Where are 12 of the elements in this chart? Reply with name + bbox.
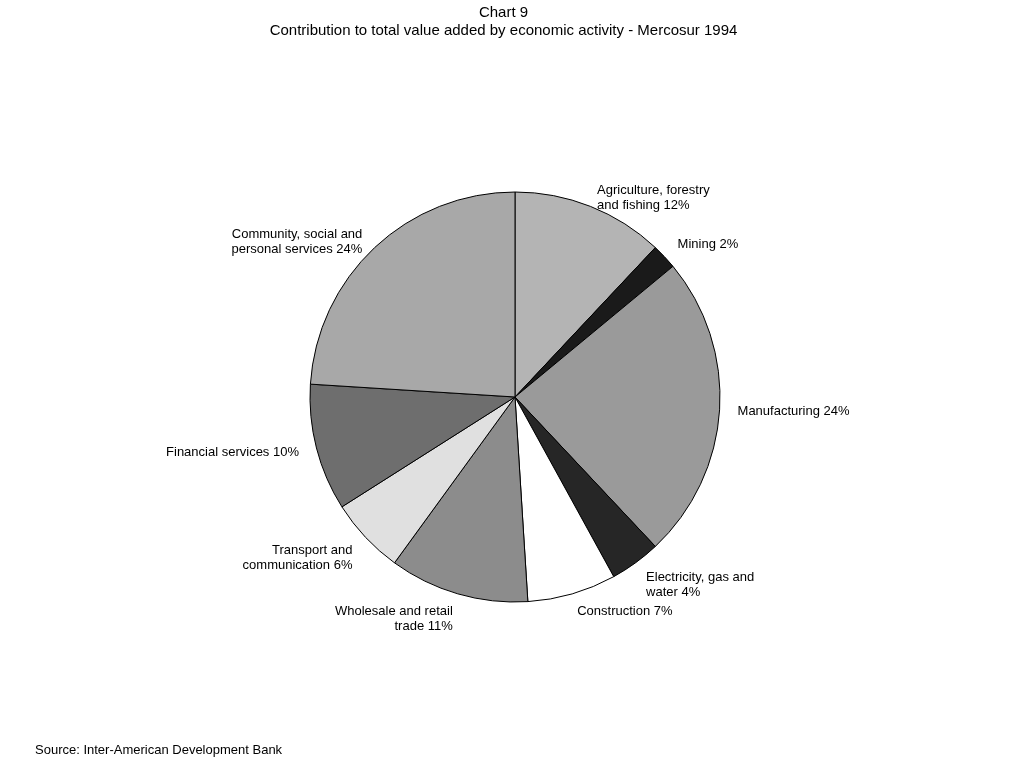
slice-label: Community, social and personal services 24% <box>231 226 363 257</box>
slice-label: Manufacturing 24% <box>737 403 851 418</box>
slice-label: Electricity, gas and water 4% <box>645 569 755 600</box>
slice-label: Wholesale and retail trade 11% <box>334 603 454 634</box>
slice-label: Construction 7% <box>577 603 674 619</box>
slice-label: Mining 2% <box>677 236 739 252</box>
slice-label: Financial services 10% <box>166 444 300 460</box>
slice-label: Transport and communication 6% <box>242 541 353 572</box>
source-note: Source: Inter-American Development Bank <box>35 742 283 757</box>
chart-title: Chart 9 <box>478 3 529 20</box>
chart-subtitle: Contribution to total value added by economic activity - Mercosur 1994 <box>269 21 738 38</box>
slice-label: Agriculture, forestry and fishing 12% <box>597 181 711 212</box>
